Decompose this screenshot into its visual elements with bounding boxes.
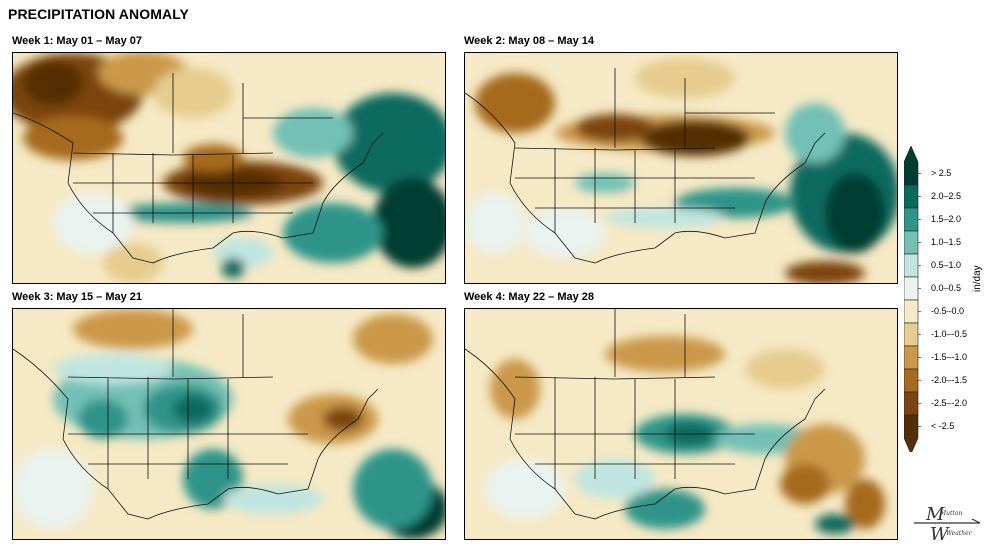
panel-label-week-2: Week 2: May 08 – May 14 [464, 35, 595, 47]
colorbar-tick-label: 0.5–1.0 [931, 259, 962, 270]
colorbar-tick-label: < -2.5 [931, 420, 955, 431]
colorbar-bin [904, 207, 919, 232]
panel-label-week-4: Week 4: May 22 – May 28 [464, 291, 595, 303]
colorbar-bin [904, 368, 919, 393]
colorbar-bin [904, 414, 919, 452]
colorbar-units-label: in/day [972, 265, 983, 292]
colorbar-tick-label: -2.0–-1.5 [931, 374, 968, 385]
map-week-1 [12, 52, 446, 284]
logo-line-1: Mutton [939, 510, 962, 517]
map-week-3 [12, 308, 446, 540]
colorbar-bin [904, 299, 919, 324]
colorbar-bin [904, 345, 919, 370]
map-week-2 [464, 52, 898, 284]
colorbar-tick-label: -2.5–-2.0 [931, 397, 968, 408]
mutton-weather-logo: M Mutton W Weather [914, 504, 981, 545]
logo-big-letter-1: M [925, 504, 945, 525]
colorbar-bin [904, 276, 919, 301]
colorbar-tick-label: 0.0–0.5 [931, 282, 962, 293]
colorbar-tick-label: -0.5–0.0 [931, 305, 965, 316]
panel-label-week-1: Week 1: May 01 – May 07 [12, 35, 143, 47]
colorbar-bin [904, 184, 919, 209]
map-week-4 [464, 308, 898, 540]
map-week-4-canvas [465, 309, 897, 539]
colorbar-tick-label: 1.5–2.0 [931, 213, 962, 224]
colorbar-bin [904, 253, 919, 278]
map-week-2-canvas [465, 53, 897, 283]
colorbar-tick-label: > 2.5 [931, 167, 952, 178]
logo-big-letter-2: W [930, 524, 950, 545]
colorbar-bin [904, 146, 919, 186]
colorbar-bin [904, 391, 919, 416]
panel-label-week-3: Week 3: May 15 – May 21 [12, 291, 143, 303]
colorbar-tick-label: 2.0–2.5 [931, 190, 962, 201]
page-title: PRECIPITATION ANOMALY [8, 6, 189, 22]
colorbar-bin [904, 230, 919, 255]
logo-line-2: Weather [946, 530, 973, 537]
map-week-3-canvas [13, 309, 445, 539]
colorbar-tick-label: -1.5–-1.0 [931, 351, 968, 362]
map-week-1-canvas [13, 53, 445, 283]
colorbar [904, 146, 921, 452]
colorbar-tick-label: 1.0–1.5 [931, 236, 962, 247]
colorbar-tick-label: -1.0–-0.5 [931, 328, 968, 339]
colorbar-bin [904, 322, 919, 347]
